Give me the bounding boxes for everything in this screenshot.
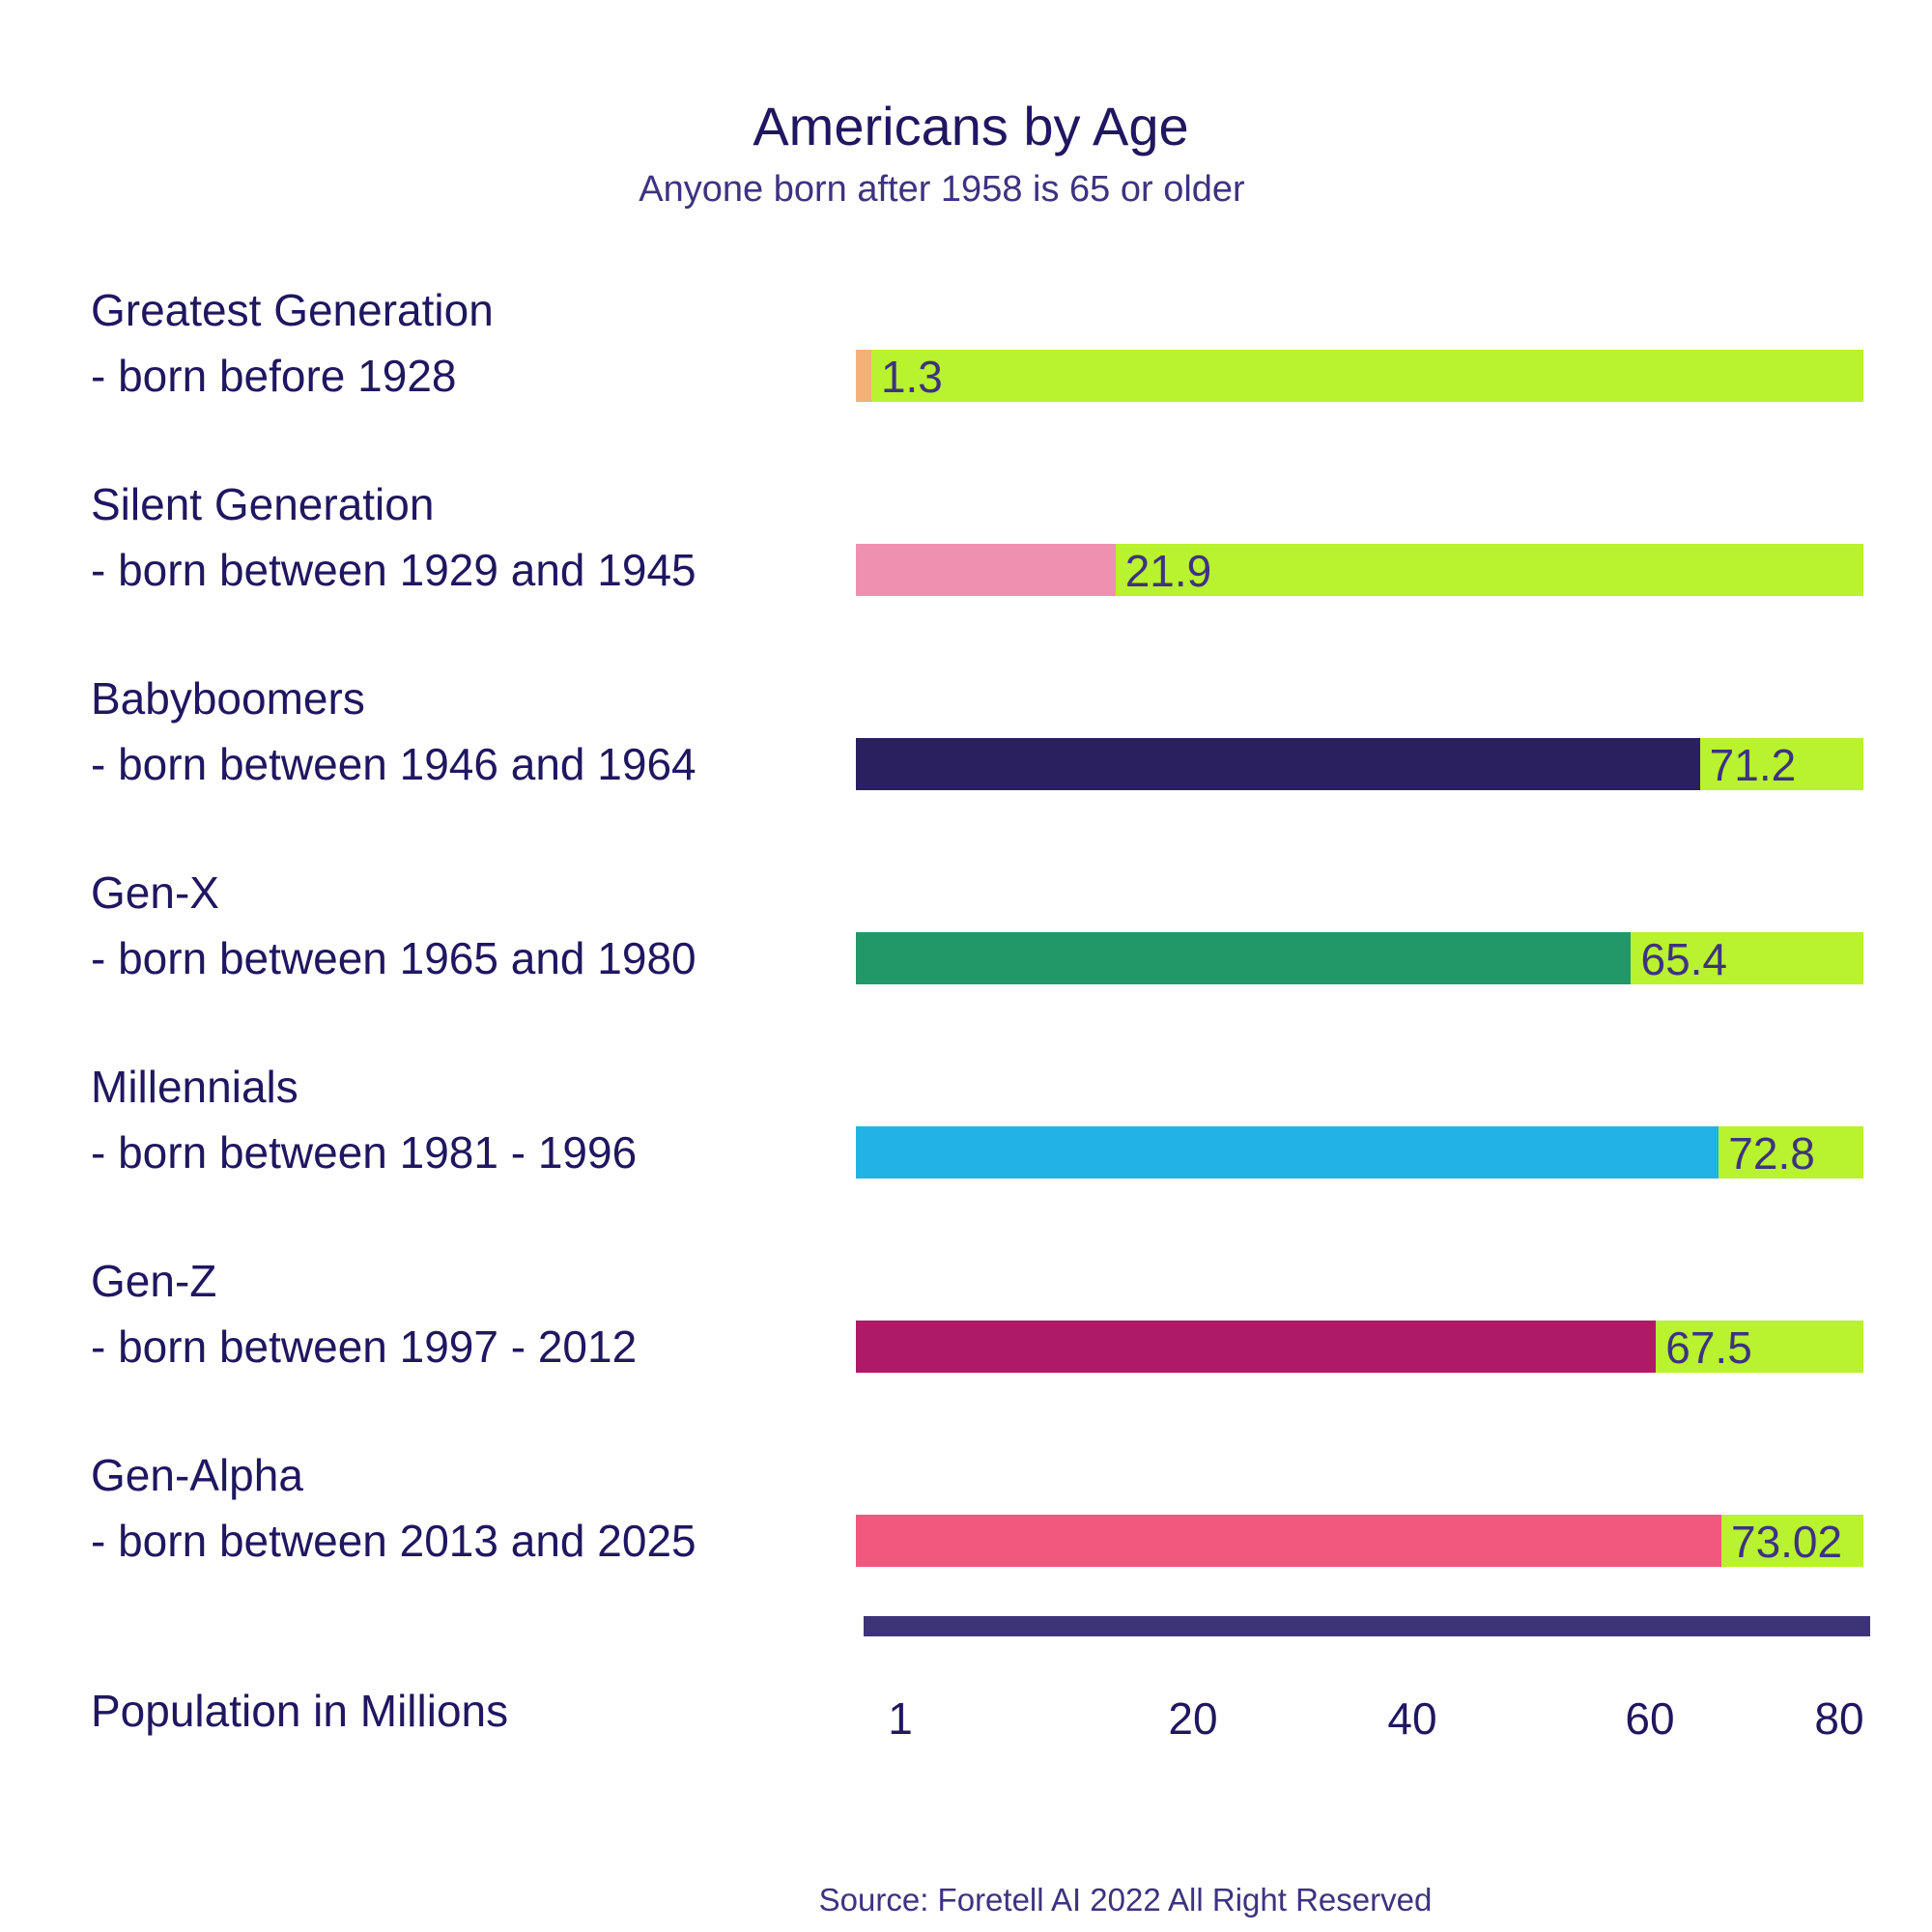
bar-track: 71.2 bbox=[856, 738, 1863, 790]
category-name: Silent Generation bbox=[91, 479, 435, 529]
data-label: 65.4 bbox=[1640, 934, 1728, 984]
bar-track: 72.8 bbox=[856, 1126, 1863, 1179]
category-name: Gen-Z bbox=[91, 1256, 217, 1306]
bar bbox=[856, 350, 871, 402]
category-label: Silent Generation - born between 1929 and… bbox=[91, 471, 696, 603]
category-range: - born between 2013 and 2025 bbox=[91, 1516, 696, 1566]
x-tick-label: 1 bbox=[888, 1693, 913, 1744]
x-tick-label: 60 bbox=[1625, 1693, 1675, 1744]
bar-track: 73.02 bbox=[856, 1515, 1863, 1567]
chart-subtitle: Anyone born after 1958 is 65 or older bbox=[639, 169, 1245, 210]
data-label: 71.2 bbox=[1709, 740, 1797, 790]
x-axis-title: Population in Millions bbox=[91, 1686, 509, 1736]
bar bbox=[856, 1126, 1719, 1179]
x-tick-label: 80 bbox=[1814, 1693, 1864, 1744]
bar bbox=[856, 932, 1632, 984]
bar bbox=[856, 544, 1116, 596]
bar-track: 67.5 bbox=[856, 1321, 1863, 1373]
x-tick-label: 40 bbox=[1387, 1693, 1437, 1744]
bar bbox=[856, 738, 1700, 790]
category-range: - born between 1929 and 1945 bbox=[91, 545, 696, 595]
data-label: 67.5 bbox=[1665, 1322, 1752, 1373]
data-label: 72.8 bbox=[1728, 1128, 1815, 1179]
data-label: 73.02 bbox=[1730, 1517, 1843, 1567]
source-note: Source: Foretell AI 2022 All Right Reser… bbox=[818, 1882, 1433, 1918]
category-name: Babyboomers bbox=[91, 673, 365, 724]
bar bbox=[856, 1321, 1657, 1373]
category-range: - born between 1997 - 2012 bbox=[91, 1321, 638, 1372]
category-label: Greatest Generation - born before 1928 bbox=[91, 277, 494, 409]
category-label: Gen-Z - born between 1997 - 2012 bbox=[91, 1248, 637, 1379]
category-name: Millennials bbox=[91, 1062, 298, 1112]
category-range: - born before 1928 bbox=[91, 351, 457, 401]
bar-track: 1.3 bbox=[856, 350, 1863, 402]
bar bbox=[856, 1515, 1721, 1567]
category-label: Gen-Alpha - born between 2013 and 2025 bbox=[91, 1442, 696, 1574]
data-label: 21.9 bbox=[1124, 546, 1212, 596]
bar-track: 21.9 bbox=[856, 544, 1863, 596]
x-axis-line bbox=[864, 1616, 1870, 1636]
category-label: Gen-X - born between 1965 and 1980 bbox=[91, 860, 696, 991]
data-label: 1.3 bbox=[880, 352, 943, 402]
bar-track: 65.4 bbox=[856, 932, 1863, 984]
category-name: Gen-X bbox=[91, 867, 219, 918]
category-range: - born between 1965 and 1980 bbox=[91, 933, 696, 983]
category-name: Gen-Alpha bbox=[91, 1450, 303, 1500]
chart-title: Americans by Age bbox=[753, 96, 1189, 156]
x-tick-label: 20 bbox=[1168, 1693, 1218, 1744]
category-range: - born between 1946 and 1964 bbox=[91, 739, 696, 789]
category-label: Babyboomers - born between 1946 and 1964 bbox=[91, 666, 696, 797]
category-range: - born between 1981 - 1996 bbox=[91, 1127, 638, 1178]
category-label: Millennials - born between 1981 - 1996 bbox=[91, 1054, 637, 1185]
category-name: Greatest Generation bbox=[91, 285, 494, 335]
